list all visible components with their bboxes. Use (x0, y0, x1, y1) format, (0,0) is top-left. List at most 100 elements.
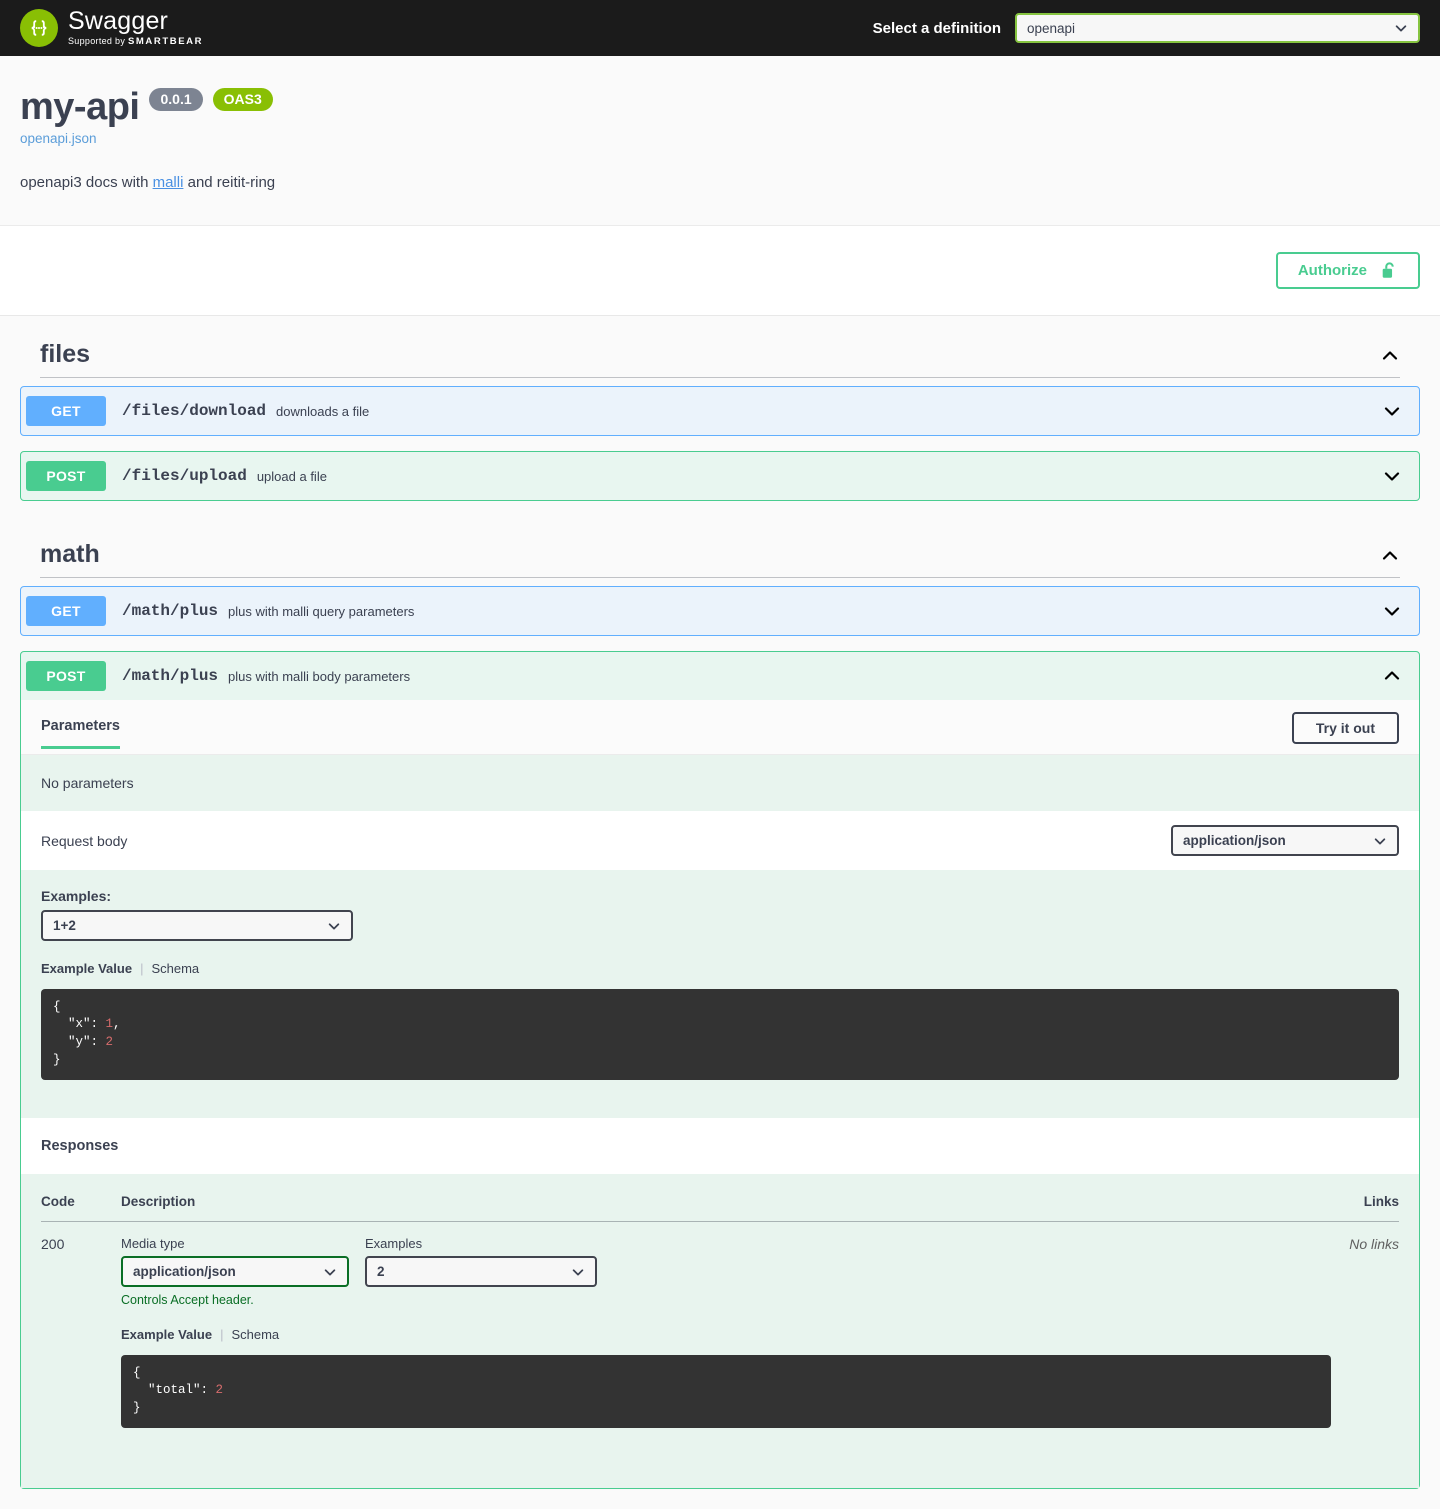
tag-header-files[interactable]: files (40, 330, 1400, 378)
operations-list-files: GET /files/download downloads a file POS… (0, 386, 1440, 501)
operation-post-files-upload[interactable]: POST /files/upload upload a file (20, 451, 1420, 501)
tag-section-files: files GET /files/download downloads a fi… (0, 316, 1440, 501)
authorize-band: Authorize (0, 226, 1440, 316)
http-method-badge: POST (26, 661, 106, 691)
responses-table: Code Description Links 200 (41, 1194, 1399, 1440)
swagger-logo-icon (20, 9, 58, 47)
tab-divider: | (140, 961, 144, 976)
select-definition-label: Select a definition (872, 19, 1001, 37)
version-badge: 0.0.1 (149, 88, 203, 111)
chevron-up-icon[interactable] (1382, 666, 1402, 686)
response-code-wrapper: { "total": 2 } (121, 1354, 1331, 1428)
tab-example-value[interactable]: Example Value (41, 961, 133, 976)
topbar: Swagger Supported by SMARTBEAR Select a … (0, 0, 1440, 56)
definition-select[interactable]: openapi (1015, 13, 1420, 43)
spec-url-link[interactable]: openapi.json (20, 131, 97, 146)
operation-description: upload a file (256, 468, 327, 484)
oas-badge: OAS3 (212, 88, 273, 111)
chevron-down-icon (313, 919, 341, 933)
logo-subtitle: Supported by SMARTBEAR (68, 37, 203, 47)
operations-list-math: GET /math/plus plus with malli query par… (0, 586, 1440, 1490)
parameters-tabs-row: Parameters Try it out (21, 700, 1419, 755)
malli-link[interactable]: malli (152, 174, 184, 191)
tag-header-math[interactable]: math (40, 530, 1400, 578)
operation-description: plus with malli query parameters (228, 603, 415, 619)
responses-header-row: Code Description Links (41, 1194, 1399, 1222)
tab-parameters[interactable]: Parameters (41, 718, 120, 749)
logo-title: Swagger (68, 7, 169, 36)
tab-example-value[interactable]: Example Value (121, 1327, 213, 1342)
responses-title: Responses (21, 1118, 1419, 1174)
chevron-down-icon (1359, 834, 1387, 848)
responses-body: Code Description Links 200 (21, 1174, 1419, 1489)
api-info-block: my-api 0.0.1 OAS3 openapi.json openapi3 … (0, 56, 1440, 226)
operation-summary[interactable]: POST /math/plus plus with malli body par… (21, 652, 1419, 700)
tag-name: math (40, 540, 100, 568)
operation-path: /math/plus (122, 667, 219, 685)
chevron-down-icon[interactable] (1382, 601, 1402, 621)
operation-summary[interactable]: GET /files/download downloads a file (21, 387, 1419, 435)
logo-sub-brand: SMARTBEAR (127, 36, 204, 48)
tag-section-math: math GET /math/plus plus with malli quer… (0, 516, 1440, 1490)
authorize-button[interactable]: Authorize (1275, 252, 1420, 289)
operation-path: /files/download (122, 402, 267, 420)
media-type-select[interactable]: application/json (121, 1256, 349, 1287)
operation-summary[interactable]: POST /files/upload upload a file (21, 452, 1419, 500)
response-examples-label: Examples (365, 1236, 423, 1251)
request-examples-block: Examples: 1+2 Example Value | Schema { "x"… (21, 870, 1419, 1118)
chevron-up-icon[interactable] (1380, 546, 1400, 566)
description-suffix: and reitit-ring (183, 174, 276, 191)
definition-selector-group: Select a definition openapi (873, 13, 1420, 43)
request-body-row: Request body application/json (21, 811, 1419, 870)
api-description: openapi3 docs with malli and reitit-ring (20, 174, 1420, 191)
chevron-down-icon[interactable] (1382, 401, 1402, 421)
tab-schema[interactable]: Schema (231, 1327, 280, 1342)
media-type-label: Media type (121, 1236, 185, 1251)
tab-schema[interactable]: Schema (151, 961, 200, 976)
chevron-down-icon (1394, 21, 1408, 35)
chevron-up-icon[interactable] (1380, 346, 1400, 366)
request-example-code: { "x": 1, "y": 2 } (41, 988, 1399, 1080)
try-it-out-button[interactable]: Try it out (1291, 712, 1399, 744)
media-controls-row: Media type application/json Con (121, 1236, 1348, 1307)
response-examples-select[interactable]: 2 (365, 1256, 597, 1287)
http-method-badge: GET (26, 396, 106, 426)
operation-body: Parameters Try it out No parameters Requ… (21, 700, 1419, 1489)
operation-description: plus with malli body parameters (228, 668, 411, 684)
request-examples-value: 1+2 (53, 918, 76, 933)
header-links: Links (1348, 1194, 1399, 1222)
operation-summary[interactable]: GET /math/plus plus with malli query par… (21, 587, 1419, 635)
operation-post-math-plus[interactable]: POST /math/plus plus with malli body par… (20, 651, 1420, 1490)
response-example-tabs: Example Value | Schema (121, 1327, 1348, 1342)
request-example-tabs: Example Value | Schema (41, 961, 1399, 976)
response-links: No links (1349, 1236, 1399, 1252)
page-title: my-api (20, 86, 140, 128)
accept-header-note: Controls Accept header. (121, 1293, 254, 1307)
response-code: 200 (41, 1236, 65, 1252)
response-example-block: Example Value | Schema { "total": 2 } (121, 1327, 1348, 1428)
media-type-value: application/json (133, 1264, 236, 1279)
header-description: Description (121, 1194, 1349, 1222)
request-examples-select[interactable]: 1+2 (41, 910, 353, 941)
response-description-cell: Media type application/json Con (121, 1222, 1348, 1441)
swagger-logo[interactable]: Swagger Supported by SMARTBEAR (20, 9, 203, 47)
operation-description: downloads a file (276, 403, 370, 419)
request-content-type-select[interactable]: application/json (1171, 825, 1399, 856)
definition-select-value: openapi (1027, 20, 1076, 36)
request-examples-label: Examples: (41, 888, 112, 904)
operation-path: /files/upload (122, 467, 247, 485)
operation-get-math-plus[interactable]: GET /math/plus plus with malli query par… (20, 586, 1420, 636)
http-method-badge: POST (26, 461, 106, 491)
operation-get-files-download[interactable]: GET /files/download downloads a file (20, 386, 1420, 436)
description-prefix: openapi3 docs with (20, 174, 153, 191)
swagger-wordmark: Swagger Supported by SMARTBEAR (68, 9, 203, 47)
media-type-group: Media type application/json Con (121, 1236, 349, 1307)
no-parameters-message: No parameters (21, 755, 1419, 811)
chevron-down-icon[interactable] (1382, 466, 1402, 486)
request-body-label: Request body (41, 832, 128, 849)
http-method-badge: GET (26, 596, 106, 626)
unlock-icon (1381, 261, 1398, 280)
operation-path: /math/plus (122, 602, 219, 620)
authorize-label: Authorize (1297, 262, 1367, 279)
bottom-spacer (41, 1440, 1399, 1468)
